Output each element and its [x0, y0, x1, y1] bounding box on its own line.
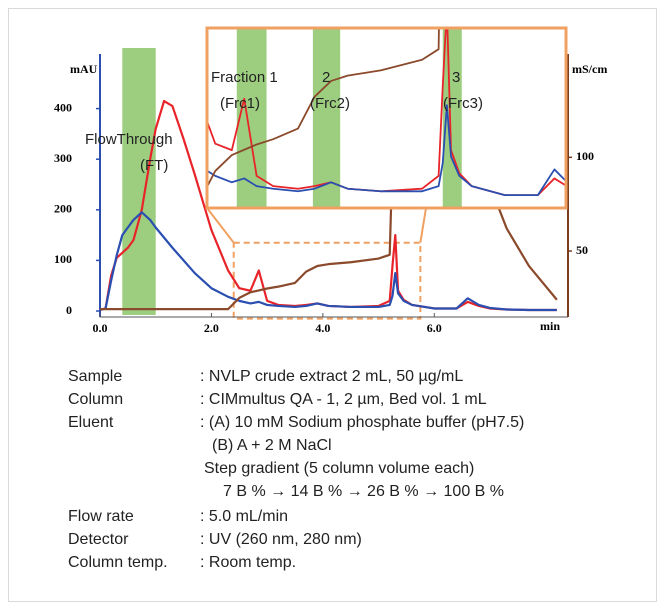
fraction-label: (Frc3) — [443, 95, 483, 112]
trace — [207, 28, 440, 189]
condition-value: : 5.0 mL/min — [200, 508, 288, 525]
condition-label: Column temp. — [68, 554, 168, 571]
conditions: Sample : NVLP crude extract 2 mL, 50 µg/m… — [68, 368, 524, 571]
trace — [100, 211, 557, 312]
x-tick-label: 0.0 — [93, 321, 108, 335]
condition-value: : CIMmultus QA - 1, 2 µm, Bed vol. 1 mL — [200, 391, 487, 408]
condition-value: : (A) 10 mM Sodium phosphate buffer (pH7… — [200, 414, 524, 431]
condition-value: 7 B % → 14 B % → 26 B % → 100 B % — [223, 483, 504, 500]
fraction-label: 3 — [452, 69, 460, 86]
fraction-label: Fraction 1 — [211, 69, 278, 86]
condition-label: Sample — [68, 368, 122, 385]
main-plot: mAU mS/cm min 0 100 200 300 400 50 100 0.0 2.0 4.0 6.… — [54, 43, 607, 335]
x-tick-label: 4.0 — [315, 321, 330, 335]
fraction-band — [122, 48, 156, 315]
fraction-label: 2 — [322, 69, 330, 86]
y-tick-label: 400 — [54, 100, 72, 114]
connector — [206, 207, 235, 244]
fraction-label: FlowThrough — [85, 131, 173, 148]
x-axis-label: min — [540, 319, 560, 333]
fraction-label: (Frc1) — [220, 95, 260, 112]
condition-label: Flow rate — [68, 508, 134, 525]
condition-label: Detector — [68, 531, 129, 548]
condition-value: : NVLP crude extract 2 mL, 50 µg/mL — [200, 368, 463, 385]
frame — [8, 8, 657, 602]
fraction-label: (Frc2) — [310, 95, 350, 112]
connector — [419, 207, 427, 243]
condition-label: Column — [68, 391, 123, 408]
trace — [207, 104, 566, 197]
y-tick-label: 200 — [54, 202, 72, 216]
condition-value: : Room temp. — [200, 554, 296, 571]
y-tick-label: 0 — [66, 303, 72, 317]
fraction-label: (FT) — [140, 157, 168, 174]
condition-value: : UV (260 nm, 280 nm) — [200, 531, 362, 548]
inset-frame — [205, 26, 568, 210]
fraction-band — [442, 28, 462, 208]
y2-tick-label: 50 — [576, 243, 588, 257]
x-tick-label: 6.0 — [427, 321, 442, 335]
condition-value: Step gradient (5 column volume each) — [204, 460, 474, 477]
y-axis-label: mAU — [70, 62, 98, 76]
zoom-box — [232, 241, 422, 320]
y2-tick-label: 100 — [576, 149, 594, 163]
inset-plot: Fraction 1 (Frc1) 2 (Frc2) 3 (Frc3) — [205, 26, 568, 244]
condition-value: (B) A + 2 M NaCl — [212, 437, 332, 454]
condition-label: Eluent — [68, 414, 114, 431]
x-tick-label: 2.0 — [204, 321, 219, 335]
fraction-band — [312, 28, 341, 208]
fraction-band — [236, 28, 267, 208]
y-tick-label: 100 — [54, 252, 72, 266]
y2-axis-label: mS/cm — [572, 62, 607, 76]
inset-background — [207, 28, 566, 208]
y-tick-label: 300 — [54, 151, 72, 165]
